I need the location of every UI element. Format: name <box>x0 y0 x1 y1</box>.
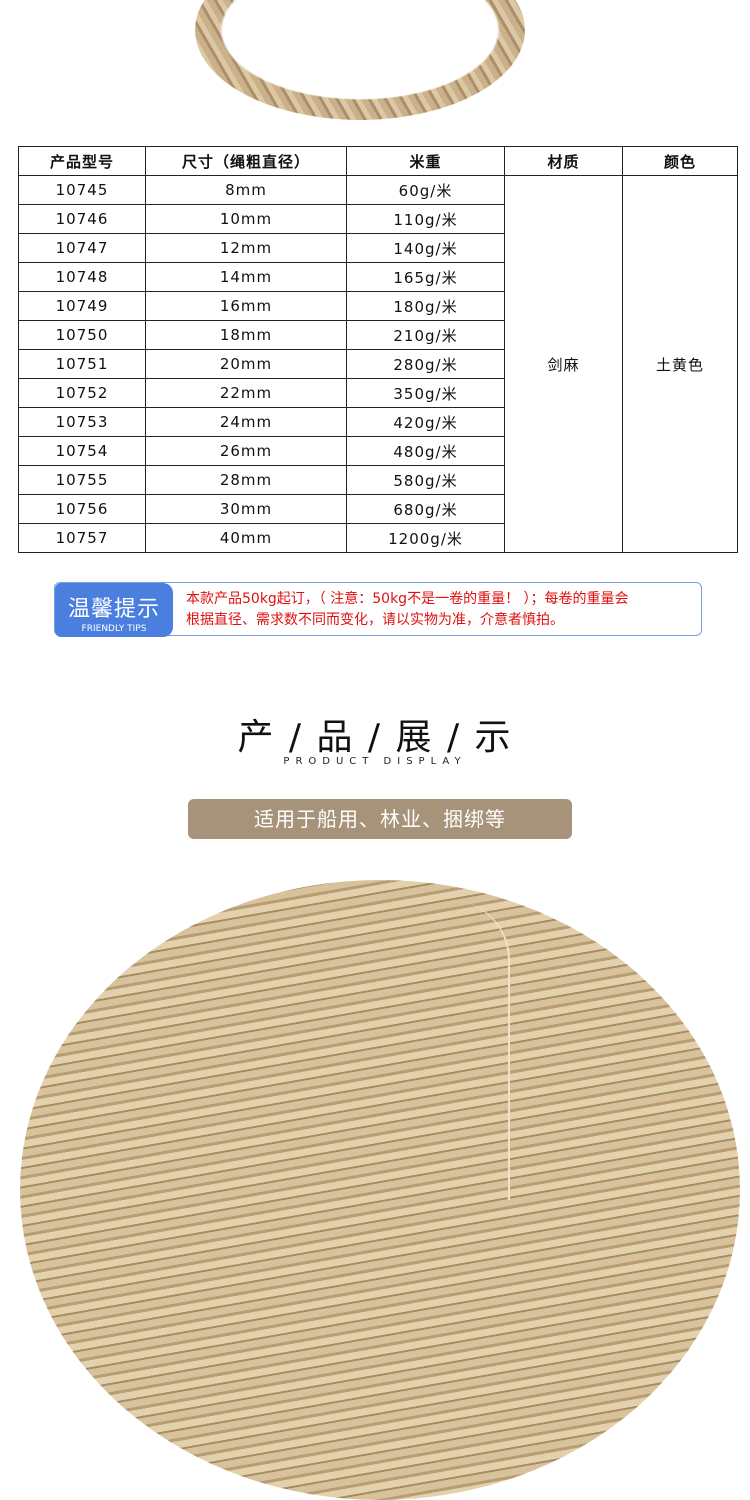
cell-model: 10746 <box>18 204 146 234</box>
cell-size: 26mm <box>145 436 347 466</box>
cell-weight: 140g/米 <box>346 233 505 263</box>
table-row: 10752 22mm 350g/米 <box>18 378 738 408</box>
cell-model: 10752 <box>18 378 146 408</box>
table-row: 10746 10mm 110g/米 <box>18 204 738 234</box>
cell-weight: 210g/米 <box>346 320 505 350</box>
cell-size: 18mm <box>145 320 347 350</box>
cell-model: 10755 <box>18 465 146 495</box>
cell-weight: 180g/米 <box>346 291 505 321</box>
table-row: 10756 30mm 680g/米 <box>18 494 738 524</box>
cell-weight: 165g/米 <box>346 262 505 292</box>
cell-size: 12mm <box>145 233 347 263</box>
table-row: 10751 20mm 280g/米 <box>18 349 738 379</box>
table-row: 10748 14mm 165g/米 <box>18 262 738 292</box>
rope-coil-image <box>20 880 740 1500</box>
cell-size: 8mm <box>145 175 347 205</box>
table-row: 10750 18mm 210g/米 <box>18 320 738 350</box>
cell-weight: 110g/米 <box>346 204 505 234</box>
table-row: 10747 12mm 140g/米 <box>18 233 738 263</box>
tips-subtitle: FRIENDLY TIPS <box>81 624 147 634</box>
cell-color: 土黄色 <box>622 175 738 553</box>
cell-weight: 60g/米 <box>346 175 505 205</box>
header-weight: 米重 <box>346 146 505 176</box>
cell-model: 10754 <box>18 436 146 466</box>
cell-model: 10756 <box>18 494 146 524</box>
header-color: 颜色 <box>622 146 738 176</box>
header-size: 尺寸（绳粗直径） <box>145 146 347 176</box>
cell-size: 20mm <box>145 349 347 379</box>
cell-size: 22mm <box>145 378 347 408</box>
table-header-row: 产品型号 尺寸（绳粗直径） 米重 材质 颜色 <box>18 146 738 176</box>
header-material: 材质 <box>504 146 623 176</box>
tips-badge: 温馨提示 FRIENDLY TIPS <box>55 583 173 637</box>
cell-weight: 580g/米 <box>346 465 505 495</box>
cell-model: 10753 <box>18 407 146 437</box>
cell-size: 14mm <box>145 262 347 292</box>
cell-size: 10mm <box>145 204 347 234</box>
cell-model: 10757 <box>18 523 146 553</box>
cell-model: 10751 <box>18 349 146 379</box>
cell-size: 40mm <box>145 523 347 553</box>
cell-size: 30mm <box>145 494 347 524</box>
tips-line-2: 根据直径、需求数不同而变化，请以实物为准，介意者慎拍。 <box>186 612 564 628</box>
cell-size: 24mm <box>145 407 347 437</box>
rope-twine-detail <box>430 900 510 1200</box>
tips-text: 本款产品50kg起订，（ 注意：50kg不是一卷的重量！ ）；每卷的重量会 根据… <box>186 589 693 631</box>
cell-model: 10748 <box>18 262 146 292</box>
header-model: 产品型号 <box>18 146 146 176</box>
cell-weight: 280g/米 <box>346 349 505 379</box>
cell-weight: 350g/米 <box>346 378 505 408</box>
table-row: 10753 24mm 420g/米 <box>18 407 738 437</box>
cell-material: 剑麻 <box>504 175 623 553</box>
cell-model: 10747 <box>18 233 146 263</box>
table-row: 10749 16mm 180g/米 <box>18 291 738 321</box>
spec-table: 产品型号 尺寸（绳粗直径） 米重 材质 颜色 10745 8mm 60g/米 剑麻 土黄… <box>18 146 738 553</box>
cell-model: 10750 <box>18 320 146 350</box>
table-row: 10745 8mm 60g/米 剑麻 土黄色 <box>18 175 738 553</box>
cell-model: 10749 <box>18 291 146 321</box>
tips-line-1: 本款产品50kg起订，（ 注意：50kg不是一卷的重量！ ）；每卷的重量会 <box>186 591 629 607</box>
cell-size: 16mm <box>145 291 347 321</box>
cell-weight: 480g/米 <box>346 436 505 466</box>
cell-weight: 680g/米 <box>346 494 505 524</box>
cell-model: 10745 <box>18 175 146 205</box>
section-subtitle: PRODUCT DISPLAY <box>283 756 467 767</box>
cell-weight: 420g/米 <box>346 407 505 437</box>
table-row: 10754 26mm 480g/米 <box>18 436 738 466</box>
friendly-tips-banner: 温馨提示 FRIENDLY TIPS 本款产品50kg起订，（ 注意：50kg不… <box>54 582 702 637</box>
cell-size: 28mm <box>145 465 347 495</box>
tips-title: 温馨提示 <box>67 597 160 622</box>
table-row: 10755 28mm 580g/米 <box>18 465 738 495</box>
table-row: 10757 40mm 1200g/米 <box>18 523 738 553</box>
section-title: 产 / 品 / 展 / 示 <box>237 717 513 758</box>
cell-weight: 1200g/米 <box>346 523 505 553</box>
rope-coil-image-top <box>195 0 525 120</box>
usage-label: 适用于船用、林业、捆绑等 <box>188 799 572 839</box>
